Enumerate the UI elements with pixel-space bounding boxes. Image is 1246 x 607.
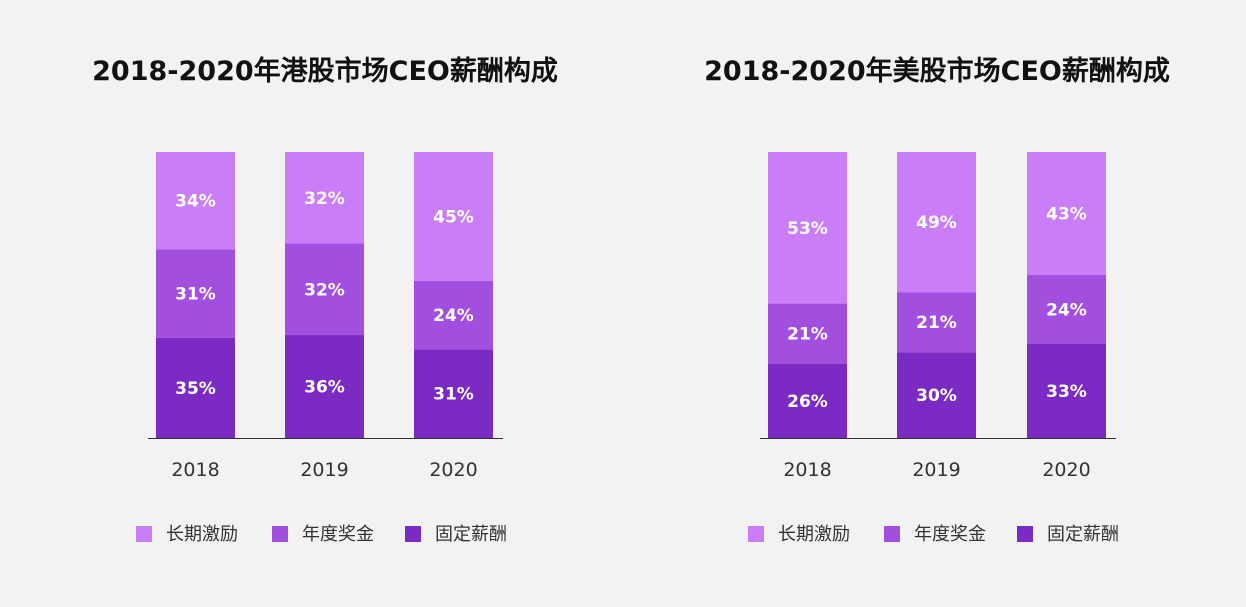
hk-bar-long_term-2019 — [285, 152, 364, 244]
us-bar-bonus-2019 — [897, 292, 976, 353]
us-chart-title: 2018-2020年美股市场CEO薪酬构成 — [704, 55, 1170, 87]
us-label-long_term-2019: 49% — [916, 213, 957, 233]
us-x-tick-2020: 2020 — [1042, 459, 1090, 481]
us-bar-long_term-2018 — [768, 152, 847, 304]
hk-label-fixed-2019: 36% — [304, 378, 345, 398]
hk-bar-long_term-2020 — [414, 152, 493, 281]
hk-legend-label-fixed: 固定薪酬 — [435, 524, 507, 545]
hk-label-fixed-2020: 31% — [433, 385, 474, 405]
hk-label-bonus-2018: 31% — [175, 285, 216, 305]
us-x-tick-2018: 2018 — [783, 459, 831, 481]
hk-legend-swatch-long_term — [136, 526, 152, 542]
us-bar-fixed-2019 — [897, 352, 976, 438]
us-bar-bonus-2020 — [1027, 274, 1106, 344]
us-legend-swatch-long_term — [748, 526, 764, 542]
us-legend-swatch-bonus — [884, 526, 900, 542]
us-bar-fixed-2018 — [768, 363, 847, 438]
hk-legend-label-long_term: 长期激励 — [166, 524, 238, 545]
us-label-bonus-2020: 24% — [1046, 300, 1087, 320]
us-bar-long_term-2020 — [1027, 152, 1106, 275]
hk-bar-fixed-2020 — [414, 349, 493, 438]
us-label-fixed-2018: 26% — [787, 392, 828, 412]
us-legend-label-bonus: 年度奖金 — [914, 524, 986, 545]
us-label-bonus-2019: 21% — [916, 313, 957, 333]
hk-label-long_term-2019: 32% — [304, 189, 345, 209]
hk-legend-swatch-bonus — [272, 526, 288, 542]
us-bar-fixed-2020 — [1027, 343, 1106, 438]
hk-label-long_term-2018: 34% — [175, 192, 216, 212]
us-legend-swatch-fixed — [1017, 526, 1033, 542]
us-x-tick-2019: 2019 — [912, 459, 960, 481]
hk-label-long_term-2020: 45% — [433, 207, 474, 227]
hk-chart-title: 2018-2020年港股市场CEO薪酬构成 — [92, 55, 558, 87]
us-label-fixed-2019: 30% — [916, 386, 957, 406]
hk-x-tick-2020: 2020 — [429, 459, 477, 481]
hk-bar-fixed-2018 — [156, 337, 235, 438]
us-legend-label-long_term: 长期激励 — [778, 524, 850, 545]
hk-x-tick-2018: 2018 — [171, 459, 219, 481]
hk-bar-bonus-2020 — [414, 280, 493, 350]
us-label-long_term-2020: 43% — [1046, 204, 1087, 224]
us-label-bonus-2018: 21% — [787, 325, 828, 345]
us-legend-label-fixed: 固定薪酬 — [1047, 524, 1119, 545]
hk-x-tick-2019: 2019 — [300, 459, 348, 481]
hk-bar-bonus-2018 — [156, 249, 235, 338]
us-label-long_term-2018: 53% — [787, 219, 828, 239]
us-label-fixed-2020: 33% — [1046, 382, 1087, 402]
hk-bar-bonus-2019 — [285, 243, 364, 336]
hk-bar-long_term-2018 — [156, 152, 235, 250]
hk-legend-swatch-fixed — [405, 526, 421, 542]
hk-legend-label-bonus: 年度奖金 — [302, 524, 374, 545]
us-bar-long_term-2019 — [897, 152, 976, 293]
hk-label-bonus-2019: 32% — [304, 280, 345, 300]
us-bar-bonus-2018 — [768, 303, 847, 364]
hk-bar-fixed-2019 — [285, 335, 364, 438]
hk-label-fixed-2018: 35% — [175, 379, 216, 399]
hk-label-bonus-2020: 24% — [433, 306, 474, 326]
